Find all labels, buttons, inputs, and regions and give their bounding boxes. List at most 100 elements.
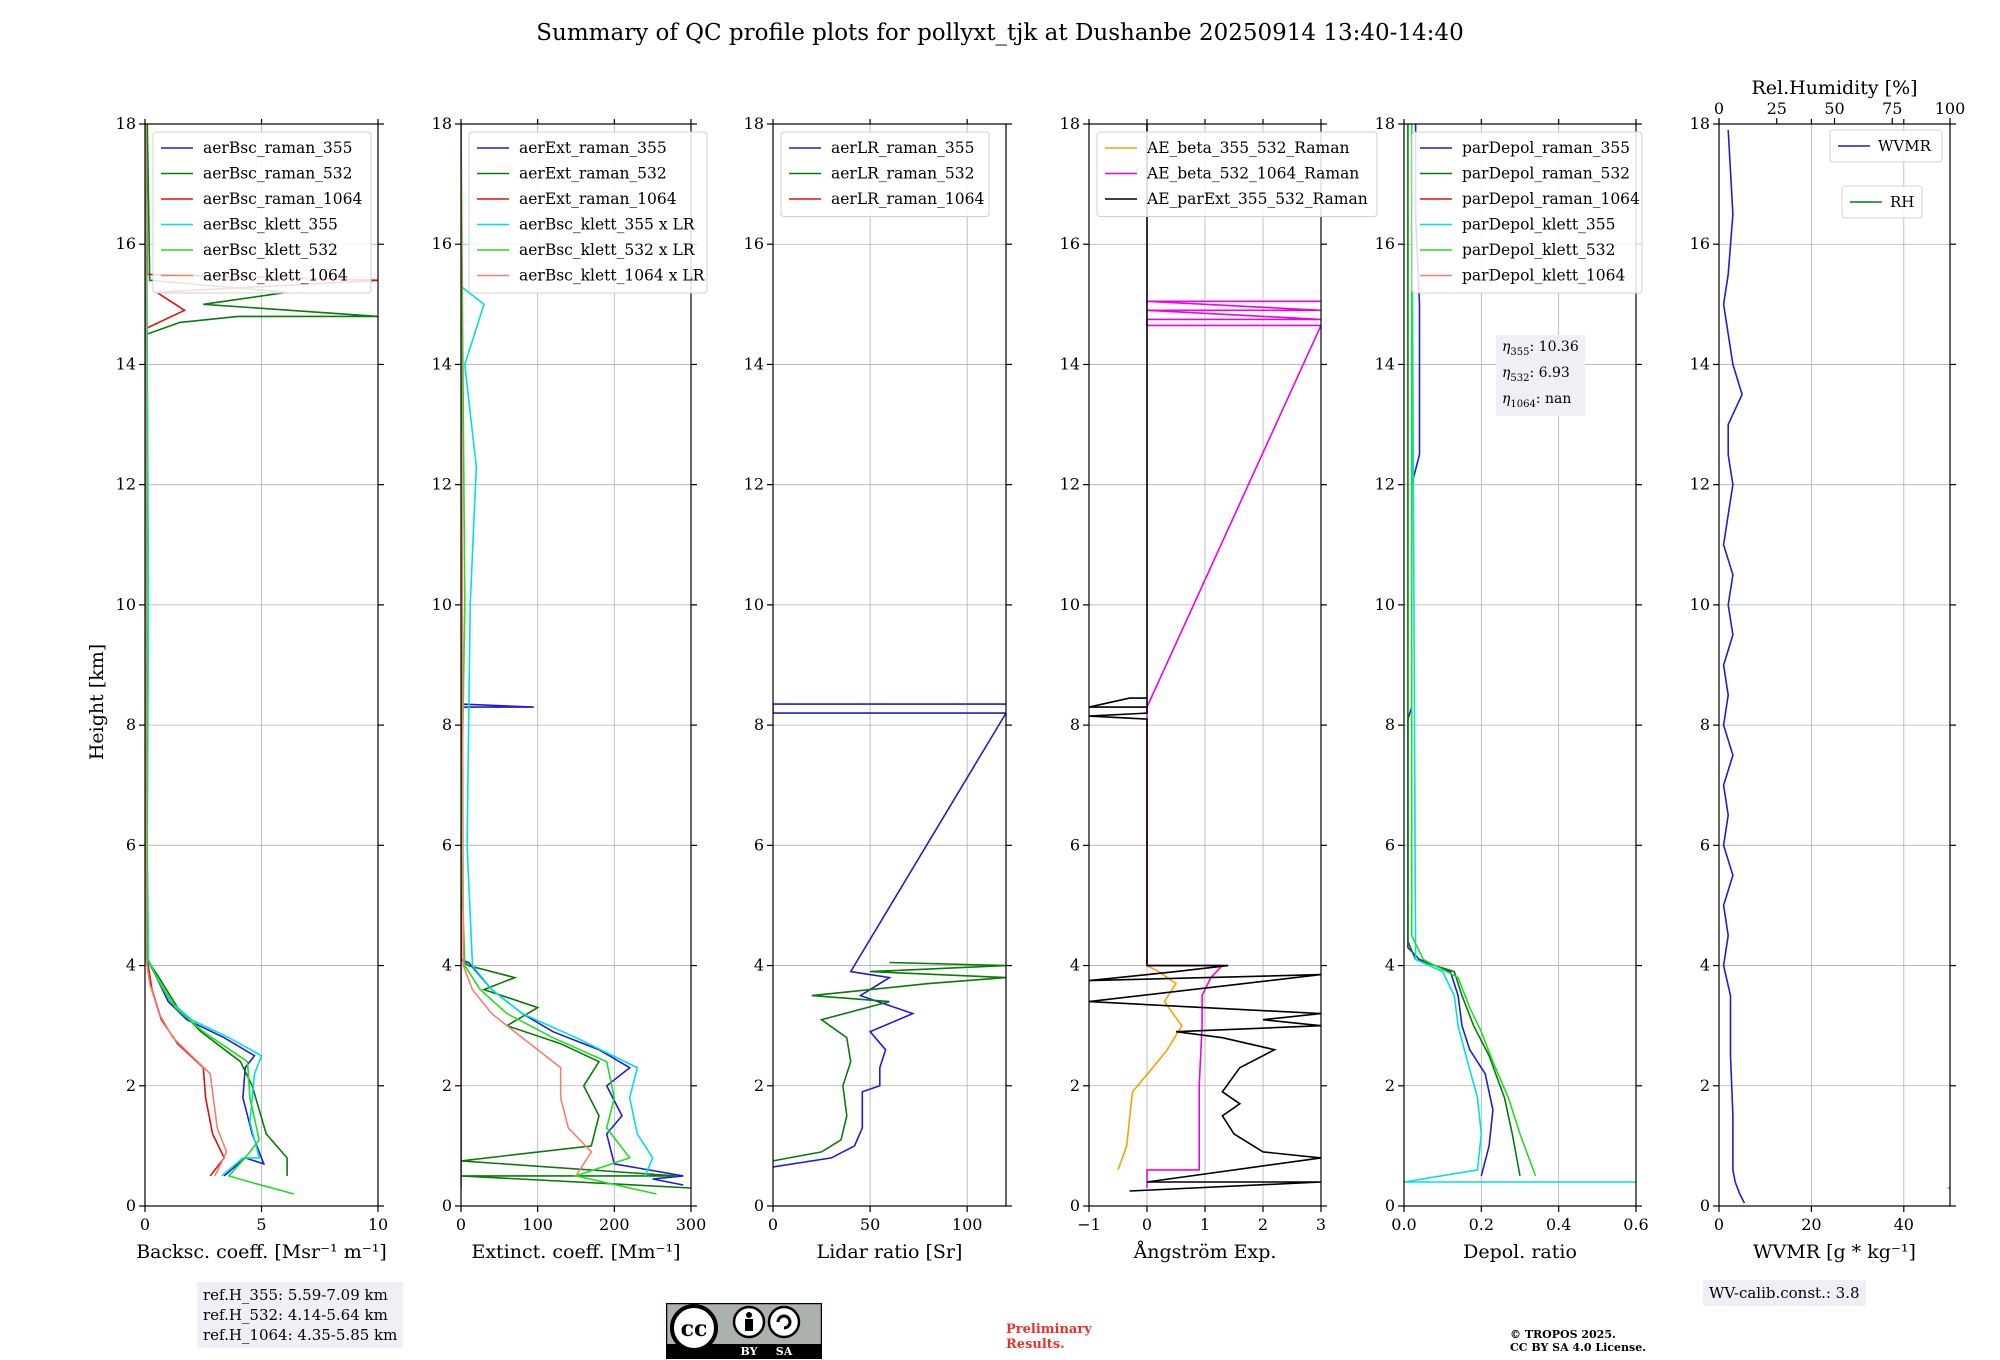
series-aerBsc_klett_355 x LR (461, 124, 654, 1177)
legend-entry: RH (1890, 193, 1914, 211)
legend-entry: aerBsc_klett_532 (203, 241, 338, 259)
legend: aerBsc_raman_355 aerBsc_raman_532 aerBsc_r… (152, 131, 372, 294)
series-aerLR_raman_355 (773, 703, 1006, 1168)
y-tick-label: 8 (1070, 715, 1080, 734)
series-AE_beta_355_532_Raman (1117, 964, 1183, 1171)
y-tick-label: 2 (1700, 1076, 1710, 1095)
series-WVMR (1722, 129, 1746, 1204)
legend: aerLR_raman_355 aerLR_raman_532 aerLR_rama… (780, 131, 990, 217)
axes-frame (1403, 123, 1637, 1207)
x-axis-label: Depol. ratio (1463, 1241, 1577, 1263)
x-axis-label: Ångström Exp. (1133, 1241, 1277, 1263)
y-tick-label: 18 (744, 114, 764, 133)
x-tick-label: 0 (768, 1215, 778, 1234)
y-tick-label: 8 (126, 715, 136, 734)
y-tick-label: 14 (1690, 354, 1710, 373)
x-tick-label: 0 (1142, 1215, 1152, 1234)
legend: parDepol_raman_355 parDepol_raman_532 parD… (1411, 131, 1643, 294)
series-aerExt_raman_532 (461, 124, 691, 1189)
ref-height-355: ref.H_355: 5.59-7.09 km (203, 1286, 388, 1304)
y-tick-label: 4 (126, 956, 136, 975)
y-tick-label: 18 (432, 114, 452, 133)
legend-entry: aerBsc_klett_355 x LR (519, 216, 696, 234)
y-tick-label: 18 (116, 114, 136, 133)
y-tick-label: 2 (1385, 1076, 1395, 1095)
y-tick-label: 14 (1060, 354, 1080, 373)
y-tick-label: 16 (432, 234, 452, 253)
y-tick-label: 4 (1070, 956, 1080, 975)
y-tick-label: 12 (1690, 475, 1710, 494)
y-tick-label: 2 (754, 1076, 764, 1095)
cc-sa-label: SA (776, 1345, 793, 1358)
x-tick-label: −1 (1077, 1215, 1101, 1234)
y-tick-label: 0 (1700, 1196, 1710, 1215)
x-tick-label: 0 (1714, 1215, 1724, 1234)
y-tick-label: 0 (1070, 1196, 1080, 1215)
x-tick-label: 5 (256, 1215, 266, 1234)
x-tick-label: 1 (1200, 1215, 1210, 1234)
x-tick-label: 0.6 (1623, 1215, 1648, 1234)
axes-frame (1718, 123, 1951, 1207)
legend-entry: aerBsc_klett_355 (203, 216, 338, 234)
series-aerBsc_klett_532 (145, 124, 295, 1195)
y-tick-label: 6 (1700, 835, 1710, 854)
panel-1: 0 5 10 0 2 4 6 8 10 12 14 16 18 Backsc. coeff. [Msr⁻¹… (116, 114, 389, 1263)
series-aerBsc_klett_1064 x LR (461, 124, 593, 1177)
grid (1718, 123, 1950, 1207)
panel-2: 0 100 200 300 0 2 4 6 8 10 12 14 16 18 Extinct. coeff.… (432, 114, 708, 1263)
y-tick-label: 6 (754, 835, 764, 854)
legend: AE_beta_355_532_Raman AE_beta_532_1064_Ra… (1096, 131, 1378, 217)
legend-entry: parDepol_klett_532 (1462, 241, 1615, 259)
series-parDepol_klett_532 (1410, 124, 1537, 1177)
legend-entry: aerLR_raman_532 (831, 165, 974, 183)
y-tick-label: 6 (442, 835, 452, 854)
x-tick-label: 0.4 (1546, 1215, 1571, 1234)
y-tick-label: 16 (1690, 234, 1710, 253)
legend-entry: parDepol_raman_355 (1462, 139, 1630, 157)
x-tick-label: 200 (599, 1215, 630, 1234)
legend-entry: aerLR_raman_1064 (831, 190, 984, 208)
eta-532: η532: 6.93 (1502, 364, 1570, 384)
y-tick-label: 12 (744, 475, 764, 494)
y-tick-label: 16 (744, 234, 764, 253)
y-tick-label: 4 (1385, 956, 1395, 975)
legend-entry: aerExt_raman_532 (519, 165, 667, 183)
y-tick-label: 10 (1690, 595, 1710, 614)
ref-height-532: ref.H_532: 4.14-5.64 km (203, 1306, 388, 1324)
x2-tick-label: 50 (1824, 99, 1844, 118)
legend-entry: aerBsc_klett_1064 (203, 267, 348, 285)
y-tick-label: 8 (754, 715, 764, 734)
x-axis-label: WVMR [g * kg⁻¹] (1753, 1241, 1916, 1263)
y-tick-label: 10 (1060, 595, 1080, 614)
x-axis-label: Backsc. coeff. [Msr⁻¹ m⁻¹] (136, 1241, 387, 1263)
y-tick-label: 14 (432, 354, 452, 373)
legend-entry: parDepol_klett_1064 (1462, 267, 1625, 285)
series-parDepol_raman_355 (1407, 124, 1494, 1177)
grid (772, 123, 1006, 1207)
y-tick-label: 10 (1375, 595, 1395, 614)
series-aerBsc_klett_1064 (145, 124, 228, 1177)
x-tick-label: 100 (522, 1215, 553, 1234)
y-tick-label: 8 (1385, 715, 1395, 734)
wv-calib-box: WV-calib.const.: 3.8 (1703, 1280, 1866, 1306)
series-aerLR_raman_532 (773, 961, 1006, 1162)
x-tick-label: 50 (860, 1215, 880, 1234)
y-tick-label: 14 (116, 354, 136, 373)
y-tick-label: 8 (442, 715, 452, 734)
y-tick-label: 2 (126, 1076, 136, 1095)
legend-entry: aerBsc_raman_532 (203, 165, 353, 183)
legend-entry: aerLR_raman_355 (831, 139, 974, 157)
cc-by-label: BY (741, 1345, 758, 1358)
y-tick-label: 2 (442, 1076, 452, 1095)
y-tick-label: 14 (744, 354, 764, 373)
x-tick-label: 0.0 (1391, 1215, 1416, 1234)
legend: WVMR RH (1829, 129, 1943, 219)
y-tick-label: 16 (1060, 234, 1080, 253)
y-tick-label: 12 (1375, 475, 1395, 494)
copyright-note: © TROPOS 2025. CC BY SA 4.0 License. (1510, 1328, 1647, 1354)
y-tick-label: 18 (1375, 114, 1395, 133)
legend-entry: parDepol_raman_1064 (1462, 190, 1640, 208)
x-tick-label: 100 (952, 1215, 983, 1234)
legend-entry: aerBsc_raman_355 (203, 139, 353, 157)
